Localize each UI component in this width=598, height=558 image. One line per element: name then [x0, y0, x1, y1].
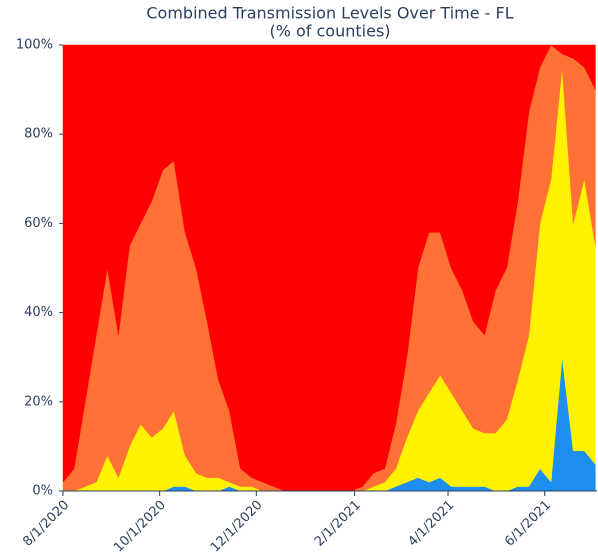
x-tick-label: 12/1/2020 [208, 498, 266, 556]
y-tick-label: 0% [32, 484, 53, 499]
area [62, 44, 596, 492]
x-tick-label: 8/1/2020 [20, 498, 72, 550]
y-tick-label: 80% [24, 127, 53, 142]
chart-title: Combined Transmission Levels Over Time -… [146, 4, 513, 23]
y-tick-label: 40% [24, 305, 53, 320]
x-tick-label: 2/1/2021 [312, 498, 364, 550]
x-tick-label: 4/1/2021 [405, 498, 457, 550]
chart-subtitle: (% of counties) [269, 22, 390, 41]
x-tick-label: 6/1/2021 [502, 498, 554, 550]
y-tick-label: 60% [24, 216, 53, 231]
x-tick-label: 10/1/2020 [111, 498, 169, 556]
y-tick-label: 20% [24, 394, 53, 409]
y-tick-label: 100% [16, 38, 53, 53]
